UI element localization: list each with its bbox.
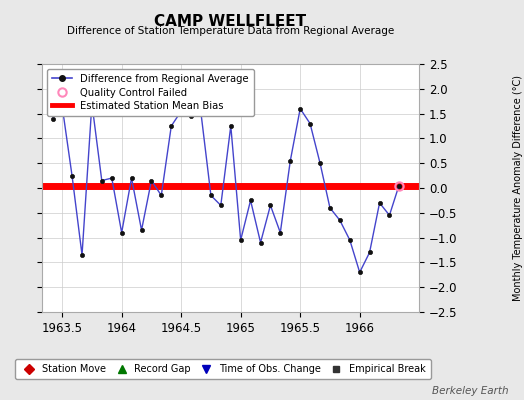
Text: CAMP WELLFLEET: CAMP WELLFLEET bbox=[155, 14, 307, 29]
Y-axis label: Monthly Temperature Anomaly Difference (°C): Monthly Temperature Anomaly Difference (… bbox=[513, 75, 523, 301]
Text: Difference of Station Temperature Data from Regional Average: Difference of Station Temperature Data f… bbox=[67, 26, 394, 36]
Legend: Station Move, Record Gap, Time of Obs. Change, Empirical Break: Station Move, Record Gap, Time of Obs. C… bbox=[15, 359, 431, 379]
Text: Berkeley Earth: Berkeley Earth bbox=[432, 386, 508, 396]
Legend: Difference from Regional Average, Quality Control Failed, Estimated Station Mean: Difference from Regional Average, Qualit… bbox=[47, 69, 254, 116]
